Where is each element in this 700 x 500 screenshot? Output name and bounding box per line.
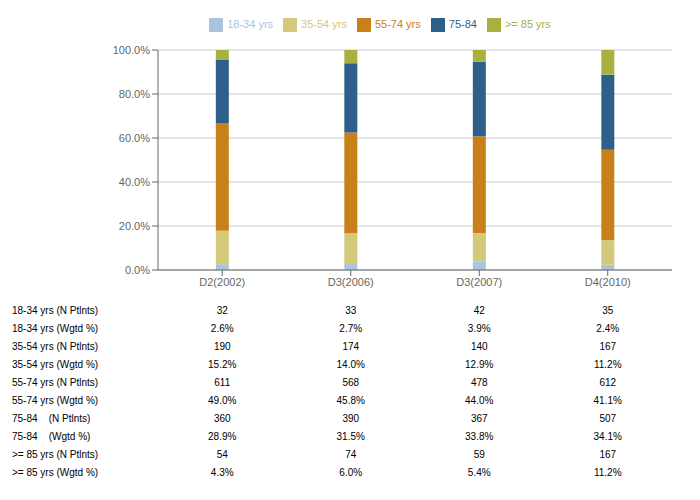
- html-text:55-74 yrs: 55-74 yrs: [374, 18, 421, 30]
- html-text:75-84 (Wgtd %): 75-84 (Wgtd %): [12, 431, 91, 442]
- html-text:390: 390: [342, 413, 360, 424]
- html-text:2.7%: 2.7%: [339, 323, 363, 334]
- html-text:55-74 yrs (Wgtd %): 55-74 yrs (Wgtd %): [12, 395, 99, 406]
- html-text:18-34 yrs (N Ptlnts): 18-34 yrs (N Ptlnts): [12, 305, 99, 316]
- html-text:190: 190: [213, 341, 231, 352]
- html-text:6.0%: 6.0%: [339, 467, 363, 478]
- html-text:5.4%: 5.4%: [467, 467, 491, 478]
- html-text:11.2%: 11.2%: [593, 467, 622, 478]
- svg-text:60.0%: 60.0%: [119, 132, 150, 144]
- html-text:2.4%: 2.4%: [596, 323, 620, 334]
- html-text:611: 611: [214, 377, 231, 388]
- html-text:75-84 (N Ptlnts): 75-84 (N Ptlnts): [12, 413, 91, 424]
- html-text:75-84: 75-84: [448, 18, 477, 30]
- html-text:360: 360: [213, 413, 231, 424]
- html-text:18-34 yrs: 18-34 yrs: [227, 18, 274, 30]
- html-text:35: 35: [602, 305, 614, 316]
- html-text:612: 612: [599, 377, 617, 388]
- html-text:478: 478: [470, 377, 488, 388]
- html-text:>= 85 yrs (N Ptlnts): >= 85 yrs (N Ptlnts): [12, 449, 99, 460]
- html-text:42: 42: [473, 305, 485, 316]
- html-text:3.9%: 3.9%: [467, 323, 491, 334]
- html-text:35-54 yrs (Wgtd %): 35-54 yrs (Wgtd %): [12, 359, 99, 370]
- svg-text:D3(2007): D3(2007): [456, 276, 502, 288]
- html-text:14.0%: 14.0%: [336, 359, 365, 370]
- html-text:568: 568: [342, 377, 360, 388]
- svg-text:40.0%: 40.0%: [119, 176, 150, 188]
- html-text:15.2%: 15.2%: [208, 359, 237, 370]
- svg-text:80.0%: 80.0%: [119, 88, 150, 100]
- html-text:32: 32: [216, 305, 228, 316]
- html-text:35-54 yrs: 35-54 yrs: [301, 18, 347, 30]
- html-text:31.5%: 31.5%: [336, 431, 365, 442]
- html-text:12.9%: 12.9%: [465, 359, 494, 370]
- html-text:167: 167: [599, 449, 617, 460]
- html-text:2.6%: 2.6%: [210, 323, 234, 334]
- svg-text:D4(2010): D4(2010): [585, 276, 631, 288]
- html-text:>= 85 yrs (Wgtd %): >= 85 yrs (Wgtd %): [12, 467, 99, 478]
- html-text:4.3%: 4.3%: [210, 467, 234, 478]
- html-text:167: 167: [599, 341, 617, 352]
- html-text:44.0%: 44.0%: [465, 395, 494, 406]
- html-text:74: 74: [345, 449, 357, 460]
- html-text:28.9%: 28.9%: [208, 431, 237, 442]
- html-text:174: 174: [342, 341, 360, 352]
- svg-text:20.0%: 20.0%: [119, 220, 150, 232]
- html-text:59: 59: [473, 449, 485, 460]
- svg-text:D2(2002): D2(2002): [199, 276, 245, 288]
- html-text:35-54 yrs (N Ptlnts): 35-54 yrs (N Ptlnts): [12, 341, 99, 352]
- html-text:11.2%: 11.2%: [593, 359, 622, 370]
- svg-text:0.0%: 0.0%: [125, 264, 150, 276]
- html-text:34.1%: 34.1%: [593, 431, 622, 442]
- html-text:33.8%: 33.8%: [465, 431, 494, 442]
- html-text:18-34 yrs (Wgtd %): 18-34 yrs (Wgtd %): [12, 323, 99, 334]
- html-text:45.8%: 45.8%: [336, 395, 365, 406]
- html-text:367: 367: [470, 413, 488, 424]
- html-text:33: 33: [345, 305, 357, 316]
- html-text:507: 507: [599, 413, 617, 424]
- html-text:140: 140: [470, 341, 488, 352]
- html-text:>= 85 yrs: >= 85 yrs: [504, 18, 551, 30]
- html-text:41.1%: 41.1%: [593, 395, 622, 406]
- svg-text:100.0%: 100.0%: [113, 44, 151, 56]
- html-text:49.0%: 49.0%: [208, 395, 237, 406]
- html-text:55-74 yrs (N Ptlnts): 55-74 yrs (N Ptlnts): [12, 377, 99, 388]
- html-text:54: 54: [216, 449, 228, 460]
- svg-text:D3(2006): D3(2006): [328, 276, 374, 288]
